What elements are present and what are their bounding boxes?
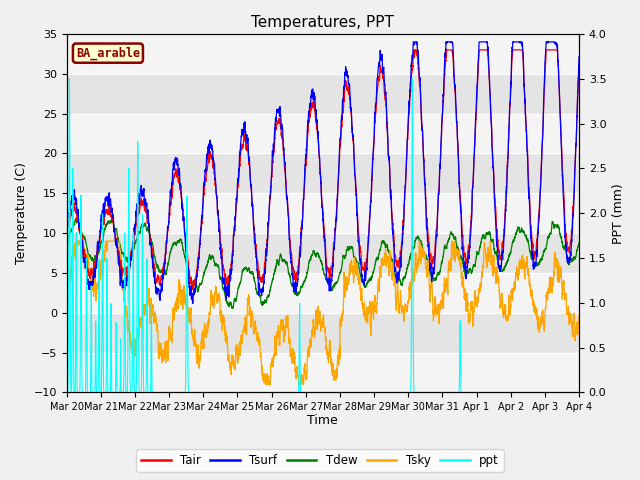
X-axis label: Time: Time <box>307 414 338 427</box>
Bar <box>67 273 579 313</box>
Bar <box>67 193 579 233</box>
Text: BA_arable: BA_arable <box>76 47 140 60</box>
Title: Temperatures, PPT: Temperatures, PPT <box>252 15 394 30</box>
Legend: Tair, Tsurf, Tdew, Tsky, ppt: Tair, Tsurf, Tdew, Tsky, ppt <box>136 449 504 472</box>
Bar <box>67 34 579 74</box>
Y-axis label: PPT (mm): PPT (mm) <box>612 183 625 243</box>
Bar <box>67 353 579 393</box>
Y-axis label: Temperature (C): Temperature (C) <box>15 162 28 264</box>
Bar <box>67 114 579 154</box>
